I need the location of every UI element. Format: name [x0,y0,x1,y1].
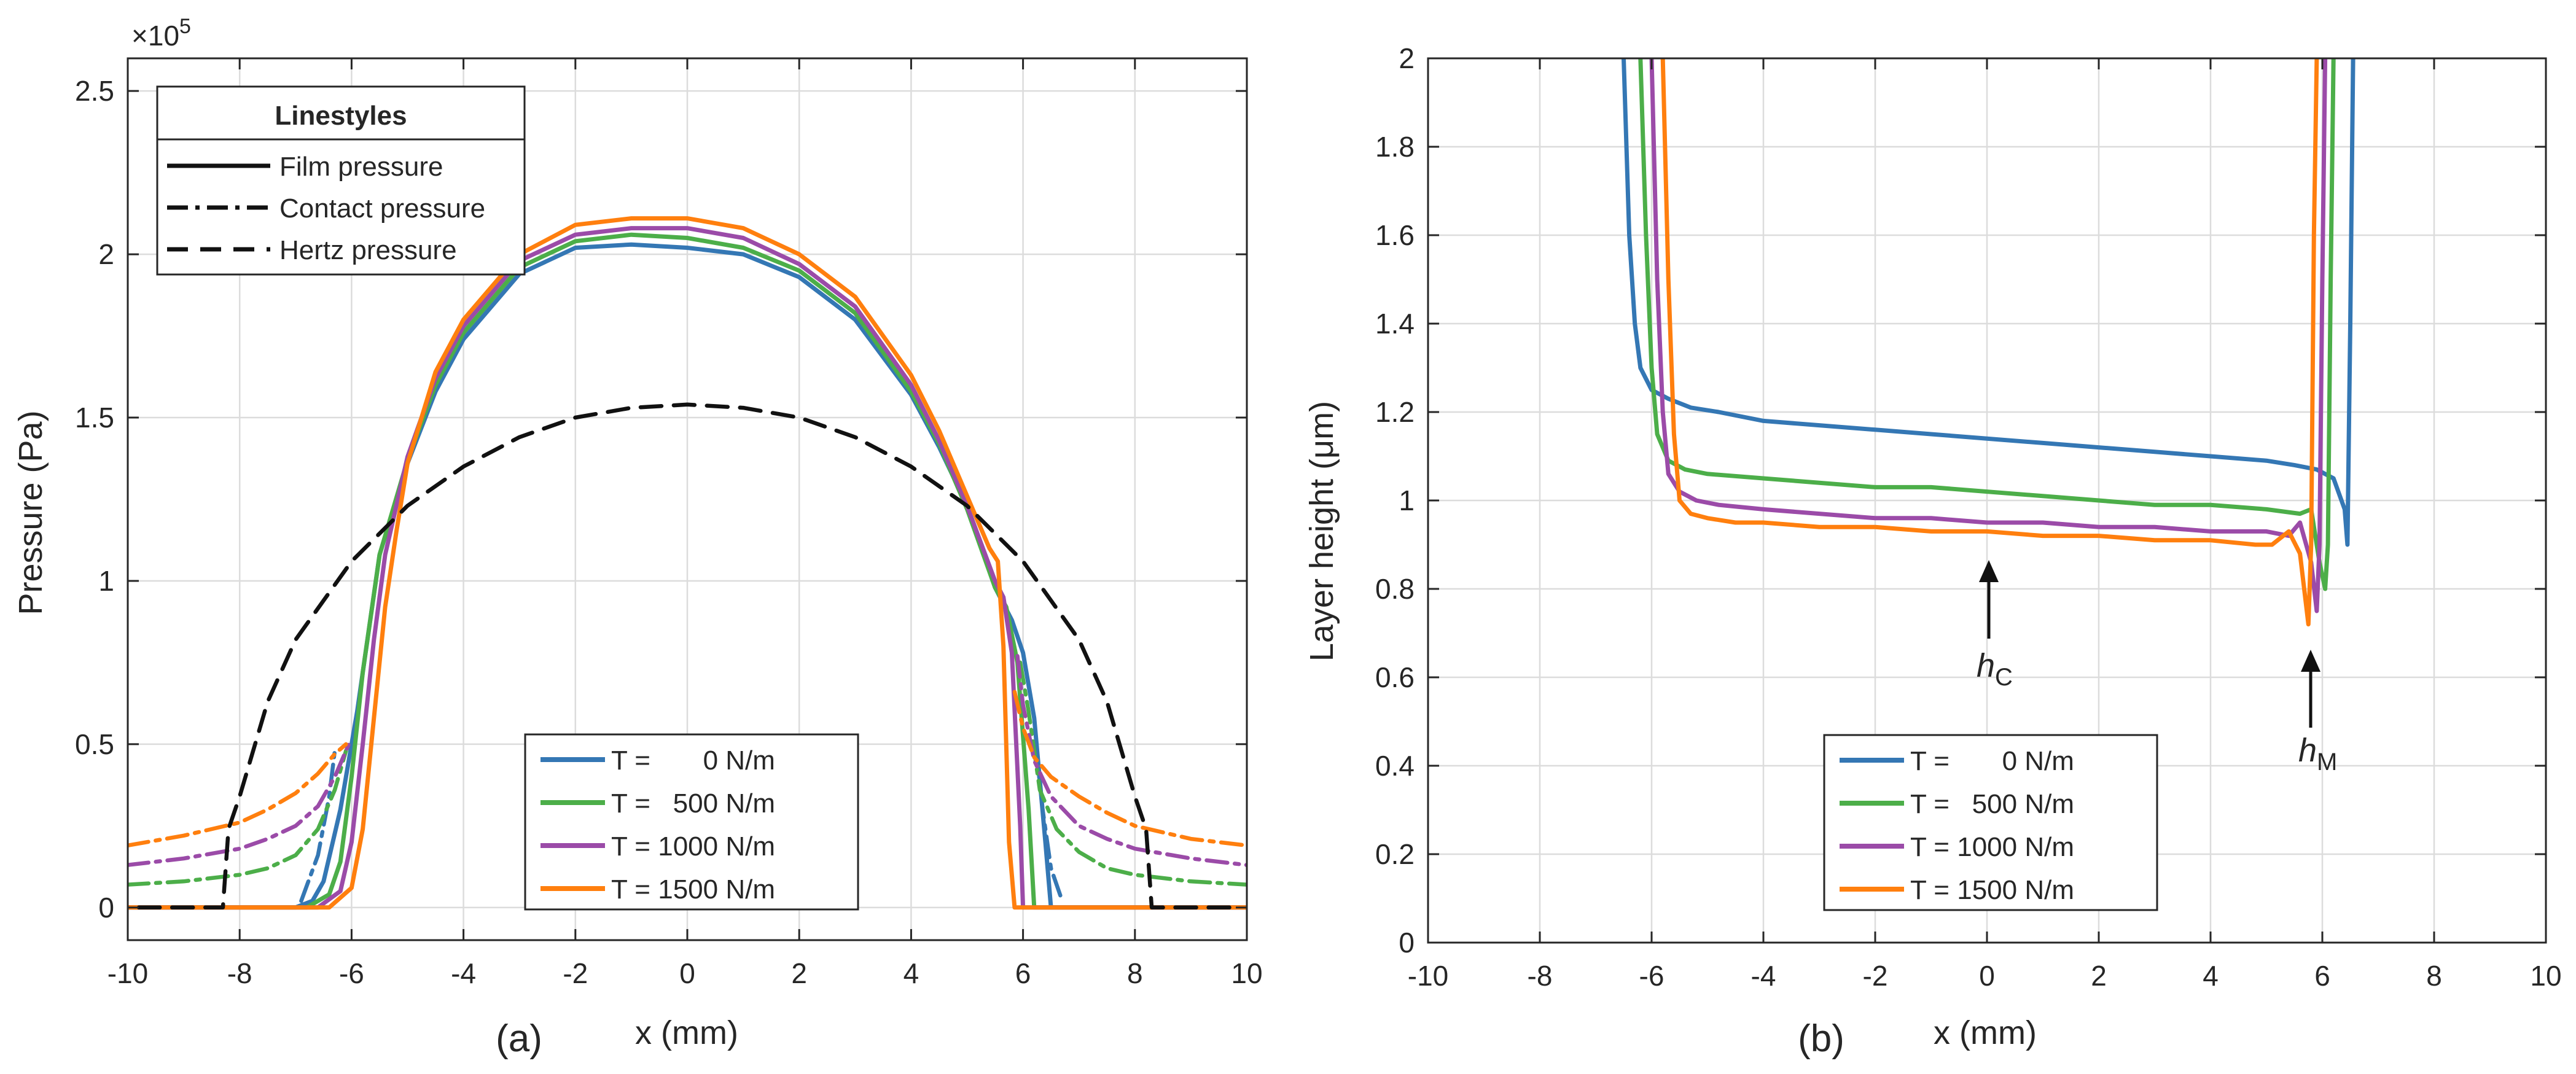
series-line-b-0 [1622,58,2355,547]
legend-label-t1000-b: T = 1000 N/m [1910,832,2074,862]
color-legend-b: T = 0 N/m T = 500 N/m T = 1000 N/m T = 1… [1823,734,2158,911]
annotation-label-hc: hC [1977,647,2013,691]
x-axis-label-a: x (mm) [635,1014,738,1051]
series-group-b [1622,58,2355,627]
legend-label-contact-pressure: Contact pressure [279,193,485,224]
panel-label-a: (a) [496,1018,542,1060]
x-tick-label: -2 [1863,960,1888,992]
legend-label-film-pressure: Film pressure [279,152,443,182]
x-tick-label: -6 [1639,960,1665,992]
ticks-a [127,58,1248,940]
y-tick-label: 1.8 [1375,131,1415,163]
x-tick-label: -6 [339,957,364,989]
legend-label-t500-a: T = 500 N/m [611,788,775,819]
series-line-a-8 [128,742,351,867]
x-tick-label: 10 [2530,960,2561,992]
annotation-label-hm: hM [2298,732,2337,776]
y-tick-label: 0.2 [1375,838,1415,870]
exponent-label: ×105 [131,15,191,52]
tick-labels-a: -10 -8 -6 -4 -2 0 2 4 6 8 10 0 0.5 1 1.5 2 2.5 [75,75,1263,989]
y-tick-label: 0.8 [1375,573,1415,605]
x-tick-label: 4 [904,957,919,989]
y-axis-label-a: Pressure (Pa) [12,410,49,615]
y-tick-label: 0.5 [75,728,114,760]
series-line-a-0 [128,242,1247,910]
y-tick-label: 1.2 [1375,396,1415,428]
y-tick-label: 0 [1399,927,1415,959]
y-tick-label: 1.4 [1375,308,1415,340]
legend-label-t1500-b: T = 1500 N/m [1910,875,2074,905]
x-tick-label: 2 [791,957,807,989]
legend-label-t500-b: T = 500 N/m [1910,789,2074,819]
y-tick-label: 0.4 [1375,750,1415,782]
series-line-b-2 [1649,58,2328,613]
y-tick-label: 1 [1399,484,1415,516]
legend-label-t0-b: T = 0 N/m [1910,746,2074,776]
annotation-hm: hM [2298,650,2337,776]
x-tick-label: 2 [2091,960,2107,992]
chart-panel-a: -10 -8 -6 -4 -2 0 2 4 6 8 10 0 0.5 1 1.5 2 2.5 ×105 Pres… [12,15,1263,1060]
series-line-a-10 [128,742,348,848]
legend-label-t1500-a: T = 1500 N/m [611,874,775,905]
linestyle-legend-title: Linestyles [275,101,407,131]
tick-labels-b: -10 -8 -6 -4 -2 0 2 4 6 8 10 0 0.2 0.4 0.6 0.8 1 1.2 1.4 1.… [1375,42,2562,992]
series-line-a-3 [128,216,1247,910]
x-tick-label: 4 [2203,960,2219,992]
series-line-a-4 [299,749,337,903]
x-tick-label: -8 [1528,960,1553,992]
y-axis-label-b: Layer height (μm) [1303,401,1340,661]
y-tick-label: 2 [1399,42,1415,74]
legend-label-t1000-a: T = 1000 N/m [611,831,775,862]
x-tick-label: 6 [2314,960,2330,992]
series-line-a-11 [1012,690,1247,848]
ticks-b [1427,57,2547,944]
y-tick-label: 0 [98,892,114,924]
chart-panel-b: -10 -8 -6 -4 -2 0 2 4 6 8 10 0 0.2 0.4 0.6 0.8 1 1.2 1.4 1.… [1303,42,2562,1060]
linestyle-legend: Linestyles Film pressure Contact pressur… [156,85,526,276]
y-tick-label: 1.5 [75,402,114,434]
legend-label-hertz-pressure: Hertz pressure [279,235,457,265]
x-axis-label-b: x (mm) [1934,1014,2037,1051]
y-tick-label: 2.5 [75,75,114,107]
y-tick-label: 1 [98,565,114,597]
x-tick-label: 8 [1127,957,1143,989]
x-tick-label: 10 [1231,957,1262,989]
series-line-a-9 [1015,654,1247,867]
x-tick-label: 0 [679,957,695,989]
x-tick-label: 8 [2426,960,2442,992]
series-line-a-6 [128,749,348,887]
panel-label-b: (b) [1798,1018,1844,1060]
x-tick-label: -8 [227,957,252,989]
x-tick-label: -4 [451,957,476,989]
series-line-a-7 [1018,660,1247,887]
legend-label-t0-a: T = 0 N/m [611,745,775,776]
series-line-b-3 [1660,58,2319,627]
x-tick-label: 0 [1979,960,1995,992]
x-tick-label: 6 [1015,957,1031,989]
x-tick-label: -4 [1751,960,1776,992]
annotation-hc: hC [1977,560,2013,691]
y-tick-label: 2 [98,238,114,270]
arrowhead-hm-icon [2301,650,2320,672]
color-legend-a: T = 0 N/m T = 500 N/m T = 1000 N/m T = 1… [524,733,859,911]
x-tick-label: -10 [107,957,148,989]
arrowhead-hc-icon [1979,560,1999,582]
y-tick-label: 0.6 [1375,661,1415,693]
y-tick-label: 1.6 [1375,219,1415,251]
series-line-a-12 [136,402,1238,910]
x-tick-label: -2 [563,957,588,989]
x-tick-label: -10 [1408,960,1448,992]
series-group-a [128,216,1247,910]
